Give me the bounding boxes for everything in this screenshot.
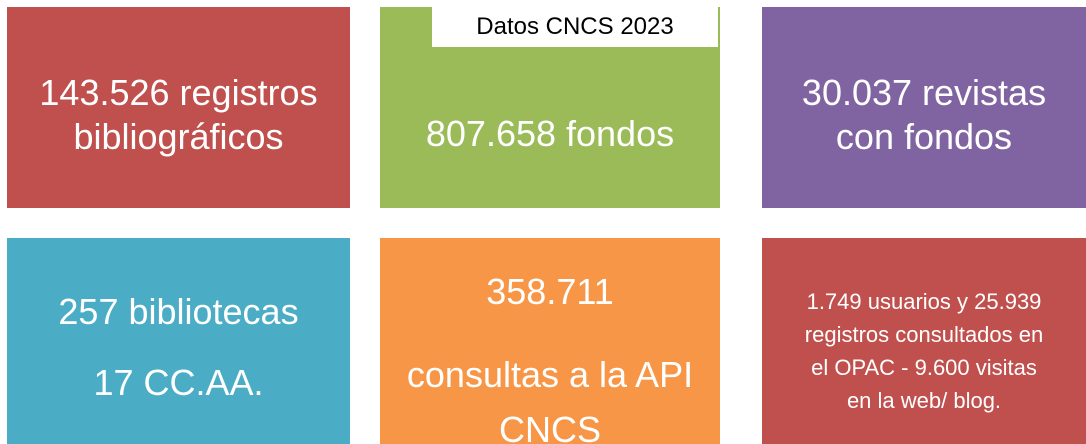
title-label: Datos CNCS 2023 (432, 7, 718, 47)
stat-text: 143.526 registros (39, 72, 318, 114)
stat-text: 1.749 usuarios y 25.939 (806, 288, 1042, 314)
stat-tile: 358.711 consultas a la API CNCS (380, 238, 720, 444)
stat-text: 807.658 fondos (425, 113, 675, 155)
stat-text: CNCS (498, 409, 601, 444)
stat-text: registros consultados en (804, 321, 1044, 347)
stat-tile: 143.526 registros bibliográficos (7, 7, 350, 208)
stat-tile: 1.749 usuarios y 25.939 registros consult… (762, 238, 1086, 444)
stat-text: 358.711 (486, 271, 614, 313)
stat-text: consultas a la API (406, 354, 694, 396)
stat-text: con fondos (835, 116, 1013, 158)
stat-tile: 257 bibliotecas 17 CC.AA. (7, 238, 350, 444)
stat-text: bibliográficos (73, 116, 284, 158)
stat-text: el OPAC - 9.600 visitas (811, 354, 1037, 380)
stat-tile: 30.037 revistas con fondos (762, 7, 1086, 208)
stat-text: 17 CC.AA. (93, 362, 264, 404)
stat-text: 30.037 revistas (801, 72, 1047, 114)
stat-text: en la web/ blog. (846, 387, 1002, 413)
stat-text: 257 bibliotecas (58, 291, 299, 333)
